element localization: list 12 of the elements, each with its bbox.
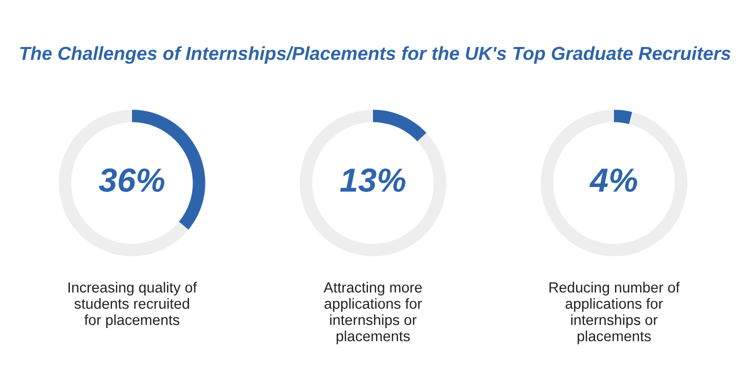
donut-slice — [300, 110, 446, 256]
text: Attracting more applications for internships or placements — [324, 282, 422, 344]
data-label: 4% — [589, 168, 638, 192]
text: The Challenges of Internships/Placements for the UK's Top Graduate Recruiters — [20, 46, 731, 64]
data-label: 36% — [98, 168, 164, 192]
text: Increasing quality of students recruited for placements — [68, 282, 197, 328]
donut-slice — [614, 110, 632, 124]
donut-slice — [540, 110, 688, 256]
donut-slice — [373, 110, 426, 142]
text: Reducing number of applications for internships or placements — [550, 282, 680, 344]
data-label: 13% — [340, 168, 406, 192]
donut-slice — [58, 110, 188, 256]
